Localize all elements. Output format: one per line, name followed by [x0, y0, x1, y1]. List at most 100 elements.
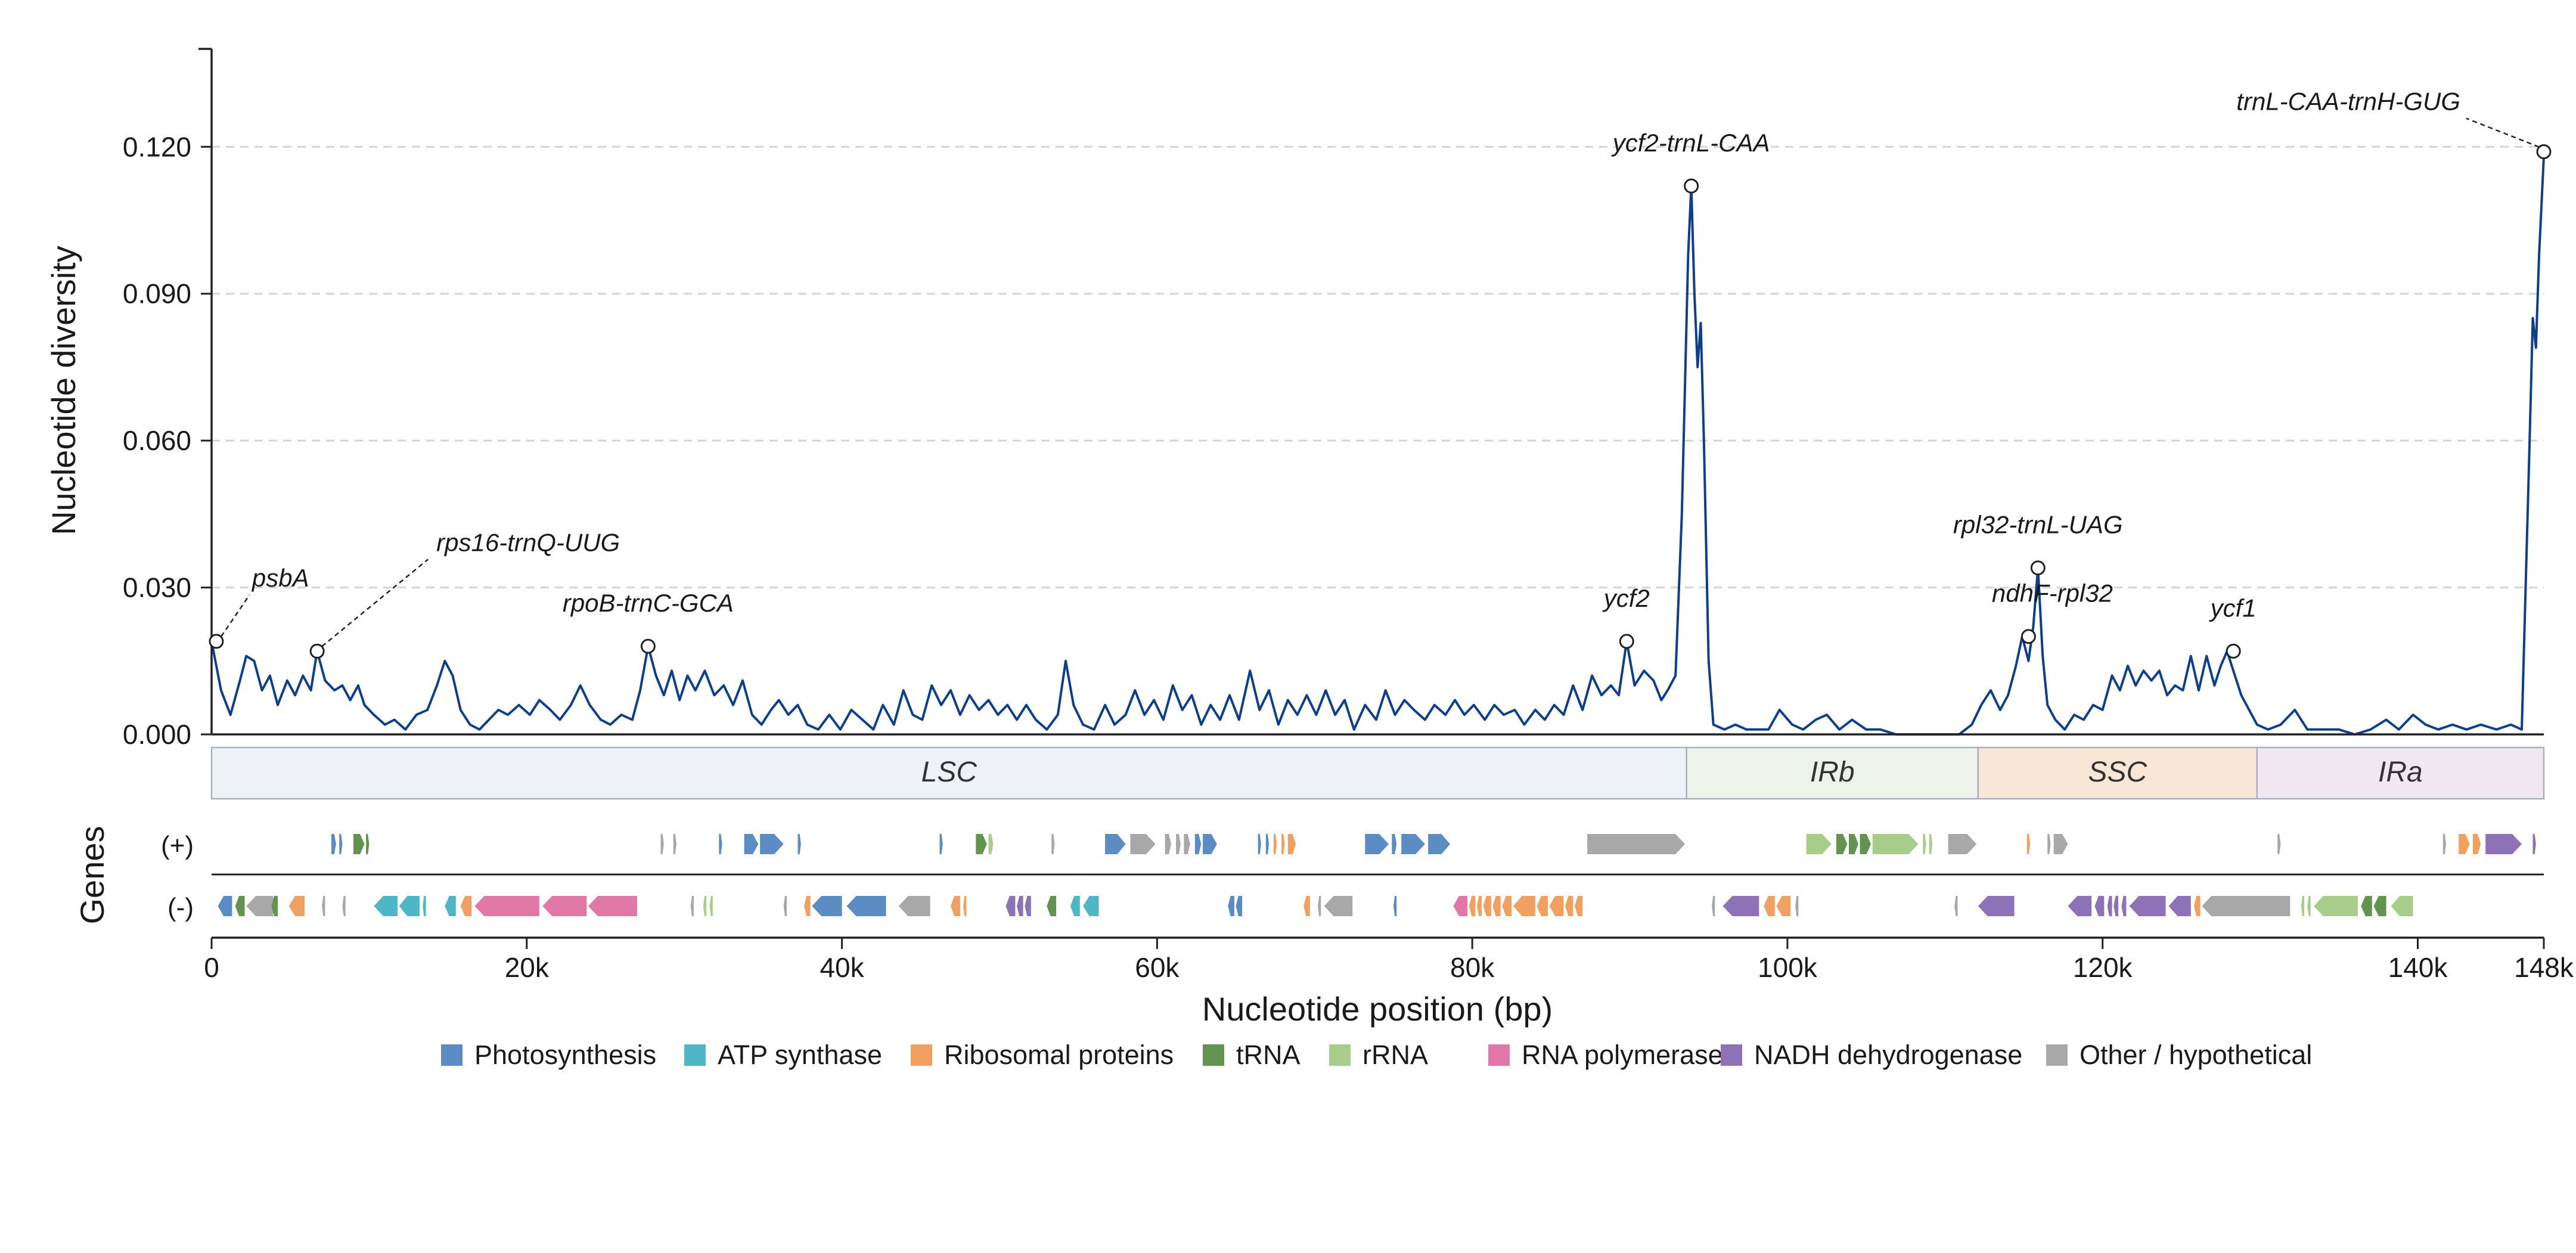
annotation: ycf1	[2209, 594, 2257, 659]
plot-area	[210, 156, 2545, 736]
gene-photo	[1401, 834, 1425, 854]
peak-annotations: psbA rps16-trnQ-UUG rpoB-trnC-GCA ycf2 ycf2-…	[209, 88, 2552, 659]
annotation-leader	[321, 559, 429, 647]
annotation: ycf2-trnL-CAA	[1611, 129, 1770, 194]
legend-swatch	[1329, 1044, 1351, 1066]
gene-other	[1165, 834, 1172, 854]
annotation: trnL-CAA-trnH-GUG	[2236, 88, 2552, 159]
gene-ribo	[1287, 834, 1296, 854]
gene-other	[246, 896, 274, 916]
gene-rrna	[2391, 896, 2413, 916]
gene-other	[322, 896, 325, 916]
gene-track: (+) (-)	[161, 831, 2544, 922]
annotation-leader	[220, 594, 250, 637]
gene-other	[690, 896, 694, 916]
gene-ribo	[951, 896, 960, 916]
gene-ribo	[1764, 896, 1775, 916]
annotation: rpl32-trnL-UAG	[1953, 511, 2123, 576]
legend-swatch	[1488, 1044, 1510, 1066]
annotation-label: ycf2-trnL-CAA	[1611, 129, 1770, 157]
axes: 0.000 0.030 0.060 0.090 0.120 0 20k 40k 60k 80k 10…	[123, 48, 2574, 983]
gene-other	[2047, 834, 2051, 854]
gene-atp	[399, 896, 420, 916]
gene-other	[1324, 896, 1353, 916]
gene-other	[2053, 834, 2068, 854]
legend-swatch	[1721, 1044, 1742, 1066]
gene-ribo	[1483, 896, 1491, 916]
x-tick-label: 0	[204, 952, 219, 983]
gene-ndh	[1722, 896, 1759, 916]
legend-item: ATP synthase	[684, 1040, 882, 1070]
gene-ribo	[1469, 896, 1476, 916]
gene-ndh	[1017, 896, 1023, 916]
gene-photo	[1393, 896, 1397, 916]
legend-item: NADH dehydrogenase	[1721, 1040, 2022, 1070]
gene-ndh	[1978, 896, 2015, 916]
annotation-marker	[2030, 560, 2046, 576]
gene-photo	[1228, 896, 1234, 916]
legend-label: NADH dehydrogenase	[1754, 1040, 2022, 1070]
genes-axis-title: Genes	[73, 826, 111, 925]
gene-photo	[1265, 834, 1270, 854]
gene-other	[1587, 834, 1686, 854]
diversity-series-line	[210, 156, 2545, 736]
gene-ribo	[1477, 896, 1482, 916]
gene-ndh	[2068, 896, 2092, 916]
gene-trna	[976, 834, 987, 854]
gene-ribo	[2026, 834, 2031, 854]
gene-rrna	[1923, 834, 1926, 854]
gene-ndh	[2168, 896, 2191, 916]
legend-swatch	[441, 1044, 463, 1066]
legend-item: Photosynthesis	[441, 1040, 656, 1070]
y-tick-label: 0.030	[123, 572, 191, 603]
gene-photo	[1194, 834, 1202, 854]
gene-photo	[1365, 834, 1389, 854]
y-tick-label: 0.120	[123, 131, 191, 162]
y-tick-label: 0.060	[123, 425, 191, 456]
gene-ribo	[1502, 896, 1512, 916]
gene-other	[2277, 834, 2281, 854]
annotation-marker	[309, 643, 325, 659]
gene-rpo	[1453, 896, 1468, 916]
gene-ribo	[288, 896, 305, 916]
gene-atp	[374, 896, 398, 916]
x-tick-label: 40k	[820, 952, 864, 983]
x-tick-label: 148k	[2514, 952, 2574, 983]
annotation-label: rpl32-trnL-UAG	[1953, 511, 2123, 539]
gene-rrna	[2301, 896, 2305, 916]
gene-photo	[1392, 834, 1397, 854]
legend: Photosynthesis ATP synthase Ribosomal prot…	[441, 1040, 2312, 1070]
gene-trna	[353, 834, 365, 854]
strand-label-minus: (-)	[167, 893, 194, 922]
gene-rpo	[588, 896, 637, 916]
gene-ribo	[1281, 834, 1285, 854]
region-lsc	[210, 746, 1687, 800]
annotation-label: trnL-CAA-trnH-GUG	[2236, 88, 2460, 116]
gene-other	[2202, 896, 2291, 916]
gene-ribo	[963, 896, 967, 916]
gene-photo	[218, 896, 232, 916]
gene-ndh	[2485, 834, 2522, 854]
region-label: IRb	[1810, 756, 1855, 788]
gene-trna	[366, 834, 370, 854]
gene-rrna	[988, 834, 994, 854]
gene-ribo	[1549, 896, 1564, 916]
y-axis-title: Nucleotide diversity	[45, 246, 82, 535]
gene-other	[1948, 834, 1977, 854]
x-axis-title: Nucleotide position (bp)	[1202, 990, 1553, 1028]
annotation-marker	[640, 638, 656, 654]
gene-trna	[1836, 834, 1848, 854]
gene-other	[1318, 896, 1321, 916]
annotation: rpoB-trnC-GCA	[563, 589, 734, 654]
gene-trna	[2361, 896, 2372, 916]
gene-photo	[797, 834, 801, 854]
gene-rrna	[2307, 896, 2311, 916]
legend-label: tRNA	[1236, 1040, 1301, 1070]
gene-ndh	[1025, 896, 1031, 916]
x-tick-label: 80k	[1450, 952, 1495, 983]
region-irb	[1686, 746, 1979, 800]
gene-trna	[235, 896, 245, 916]
legend-swatch	[1203, 1044, 1224, 1066]
gene-other	[1176, 834, 1181, 854]
annotation-label: ycf1	[2209, 594, 2257, 622]
